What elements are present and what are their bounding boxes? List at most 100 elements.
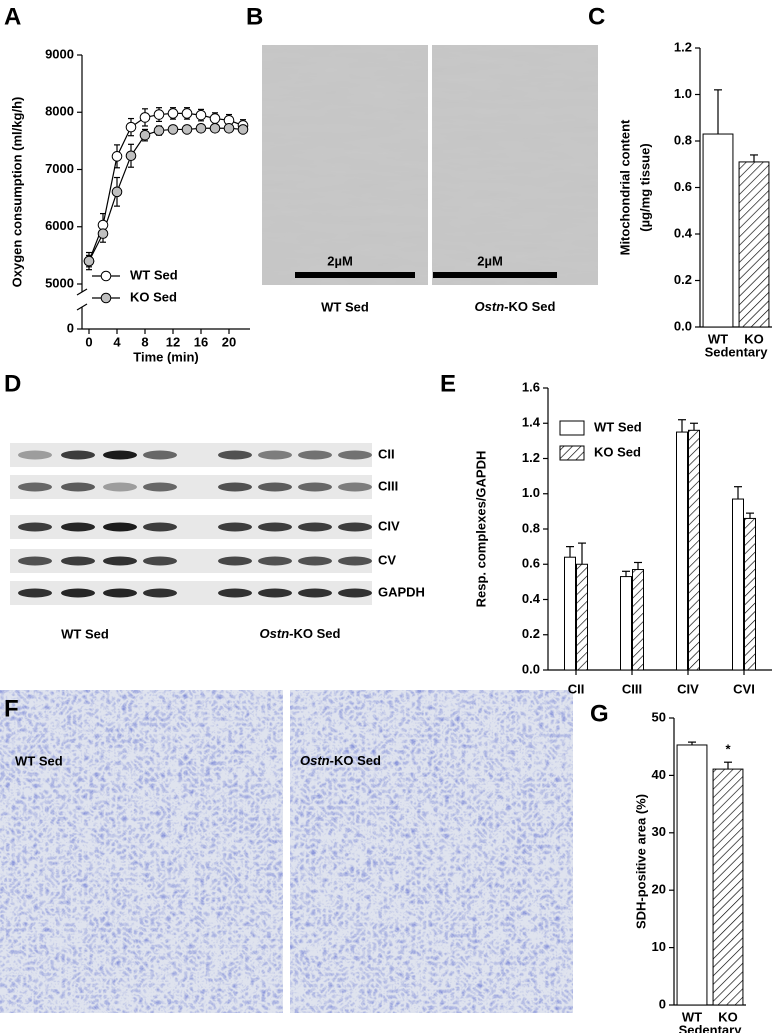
- x-axis-label: Time (min): [133, 349, 199, 364]
- y-tick-label: 5000: [45, 275, 74, 290]
- blot-band: [298, 588, 332, 598]
- legend-label: KO Sed: [594, 444, 641, 459]
- blot-band: [103, 482, 137, 492]
- point: [139, 129, 151, 141]
- point: [125, 150, 137, 162]
- y-tick-label: 9000: [45, 46, 74, 61]
- y-tick-label: 1.4: [522, 415, 541, 430]
- scale-bar: [433, 272, 557, 278]
- legend-symbol: [100, 270, 112, 282]
- x-tick-label: 20: [222, 334, 236, 349]
- y-tick-label: 1.0: [522, 485, 540, 500]
- y-tick-label: 6000: [45, 218, 74, 233]
- band-label: CV: [378, 552, 396, 567]
- y-axis-label: Mitochondrial content: [617, 119, 632, 255]
- y-tick-label: 1.2: [522, 450, 540, 465]
- x-tick-label: WT: [682, 1009, 702, 1024]
- blot-band: [143, 482, 177, 492]
- bar: [632, 569, 644, 671]
- series-line: [88, 127, 244, 262]
- y-tick-label: 7000: [45, 161, 74, 176]
- x-tick-label: CVI: [733, 681, 755, 696]
- blot-band: [298, 482, 332, 492]
- bar: [688, 429, 700, 671]
- legend-label: WT Sed: [594, 419, 642, 434]
- blot-band: [258, 588, 292, 598]
- panel-label: G: [590, 700, 609, 727]
- image-label: Ostn-KO Sed: [475, 299, 556, 314]
- y-tick-label: 10: [652, 939, 666, 954]
- panel-label: D: [4, 370, 21, 397]
- point: [181, 108, 193, 119]
- micrographs: 2µM 2µM WT Sed Ostn-KO Sed: [262, 45, 598, 314]
- y-axis-label: Oxygen consumption (ml/kg/h): [9, 97, 24, 288]
- y-tick-label: 0.4: [522, 591, 541, 606]
- point: [125, 121, 137, 133]
- blot-band: [338, 588, 372, 598]
- image-label: WT Sed: [15, 753, 63, 768]
- x-tick-label: 8: [141, 334, 148, 349]
- point: [153, 109, 165, 120]
- blot-band: [143, 450, 177, 460]
- x-tick-label: CIII: [622, 681, 642, 696]
- y-tick-label: 0.6: [674, 179, 692, 194]
- western-blot: WT Sed Ostn-KO Sed CII CIII CIV CV GAPDH: [10, 443, 425, 641]
- bar: [702, 133, 734, 328]
- y-tick-label: 0.8: [674, 132, 692, 147]
- y-tick-label: 1.0: [674, 86, 692, 101]
- point: [111, 186, 123, 198]
- axis-break: [76, 303, 88, 311]
- x-tick-label: 16: [194, 334, 208, 349]
- blot-band: [103, 450, 137, 460]
- histology-wt-texture: [0, 690, 283, 1013]
- blot-band: [61, 522, 95, 532]
- y-tick-label: 0: [67, 320, 74, 335]
- legend-label: KO Sed: [130, 289, 177, 304]
- blot-band: [338, 450, 372, 460]
- band-label: CII: [378, 446, 395, 461]
- point: [153, 125, 165, 136]
- blot-band: [61, 588, 95, 598]
- bar: [732, 498, 744, 671]
- histology: WT Sed Ostn-KO Sed: [0, 690, 573, 1013]
- y-axis-label: (µg/mg tissue): [637, 143, 652, 231]
- y-tick-label: 0: [659, 996, 666, 1011]
- point: [209, 113, 221, 124]
- blot-band: [298, 522, 332, 532]
- scale-label: 2µM: [327, 253, 353, 268]
- band-label: CIV: [378, 518, 400, 533]
- legend-symbol: [100, 292, 112, 304]
- point: [167, 108, 179, 119]
- scale-bar: [295, 272, 415, 278]
- blot-band: [103, 556, 137, 566]
- point: [97, 228, 109, 239]
- series-line: [88, 112, 244, 262]
- panel-label: A: [4, 3, 21, 30]
- blot-band: [143, 588, 177, 598]
- blot-band: [143, 556, 177, 566]
- y-tick-label: 1.6: [522, 379, 540, 394]
- blot-band: [61, 482, 95, 492]
- blot-band: [258, 522, 292, 532]
- histology-ko-texture: [290, 690, 573, 1013]
- y-tick-label: 20: [652, 882, 666, 897]
- legend-symbol: [559, 445, 585, 461]
- blot-group: Ostn-KO Sed: [260, 626, 341, 641]
- x-tick-label: KO: [744, 331, 764, 346]
- point: [167, 124, 179, 135]
- blot-band: [258, 556, 292, 566]
- y-axis-label: SDH-positive area (%): [633, 794, 648, 929]
- y-tick-label: 0.4: [674, 225, 693, 240]
- blot-band: [298, 450, 332, 460]
- image-label: Ostn-KO Sed: [300, 753, 381, 768]
- bar: [564, 556, 576, 671]
- panel-label: C: [588, 3, 605, 30]
- micrograph-wt-texture: [262, 45, 428, 285]
- blot-group: WT Sed: [61, 626, 109, 641]
- point: [223, 122, 235, 134]
- blot-band: [298, 556, 332, 566]
- y-tick-label: 0.0: [522, 661, 540, 676]
- bar: [576, 563, 588, 671]
- y-tick-label: 8000: [45, 104, 74, 119]
- legend-symbol: [559, 420, 585, 436]
